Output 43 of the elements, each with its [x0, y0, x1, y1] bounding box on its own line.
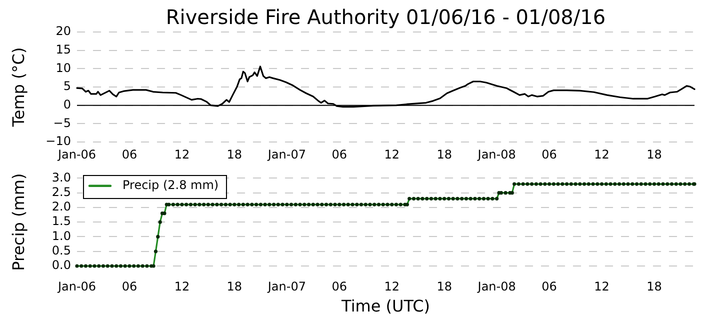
x-tick-label: 18: [226, 147, 242, 162]
x-tick-label: 18: [436, 279, 452, 294]
x-tick-label: Jan-07: [266, 279, 306, 294]
y-tick-label: 2.5: [52, 184, 71, 199]
y-tick-label: 15: [56, 42, 71, 56]
x-tick-label: 12: [174, 279, 190, 294]
y-tick-label: 1.5: [52, 214, 71, 228]
y-axis-title: Temp (°C): [8, 47, 28, 128]
x-tick-label: 06: [122, 279, 138, 294]
y-tick-label: 3.0: [52, 170, 71, 184]
x-tick-label: Jan-08: [476, 147, 516, 162]
y-axis-title: Precip (mm): [8, 173, 28, 271]
x-tick-label: 06: [332, 279, 348, 294]
x-axis-title: Time (UTC): [340, 296, 430, 316]
x-tick-label: 18: [436, 147, 452, 162]
x-tick-label: 12: [594, 279, 610, 294]
x-tick-label: 18: [226, 279, 242, 294]
y-tick-label: −10: [46, 134, 71, 148]
y-tick-label: 2.0: [52, 200, 71, 214]
x-tick-label: 12: [594, 147, 610, 162]
x-tick-label: 18: [646, 147, 662, 162]
y-tick-label: 20: [56, 24, 71, 38]
chart-title: Riverside Fire Authority 01/06/16 - 01/08/16: [166, 5, 606, 30]
x-tick-label: 12: [384, 279, 400, 294]
y-tick-label: 0.0: [52, 258, 71, 272]
y-tick-label: 0: [63, 97, 71, 112]
y-tick-label: 0.5: [52, 243, 71, 258]
y-tick-label: 10: [56, 60, 71, 75]
x-tick-label: 12: [384, 147, 400, 162]
y-tick-label: −5: [53, 116, 71, 130]
y-tick-label: 1.0: [52, 228, 71, 243]
x-tick-label: 12: [174, 147, 190, 162]
y-tick-label: 5: [63, 79, 71, 94]
legend-label: Precip (2.8 mm): [122, 178, 219, 192]
x-tick-label: 06: [542, 147, 557, 162]
x-tick-label: Jan-08: [476, 279, 516, 294]
x-tick-label: Jan-07: [266, 147, 306, 162]
x-tick-label: 06: [332, 147, 348, 162]
x-tick-label: Jan-06: [56, 279, 96, 294]
x-tick-label: 06: [122, 147, 138, 162]
x-tick-label: 18: [646, 279, 662, 294]
x-tick-label: 06: [542, 279, 557, 294]
x-tick-label: Jan-06: [56, 147, 96, 162]
